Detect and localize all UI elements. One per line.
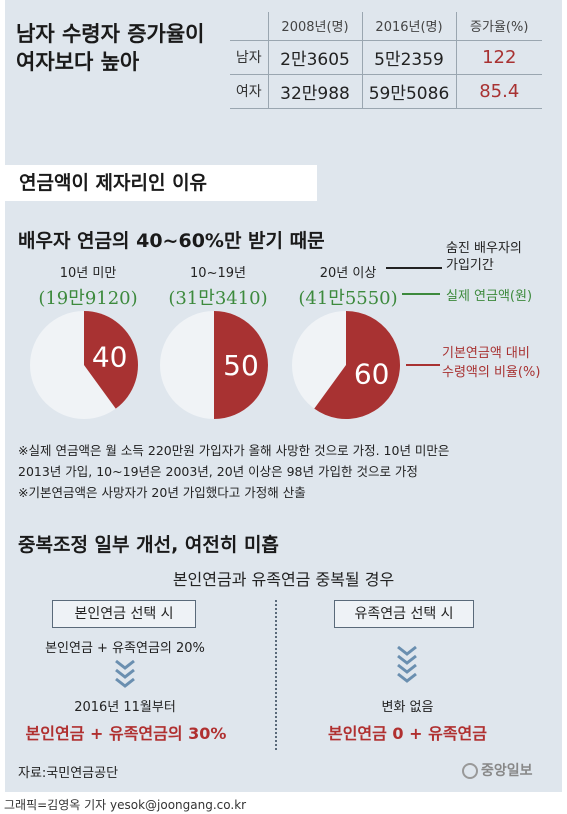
pie-value-label: 60 — [354, 357, 390, 390]
section3-divider — [275, 600, 277, 750]
pie-value-label: 40 — [92, 341, 128, 374]
logo-text: 중앙일보 — [481, 763, 533, 779]
legend-period-line2: 가입기간 — [446, 258, 494, 273]
right-chevron-down-icon — [397, 645, 417, 683]
left-result: 본인연금 + 유족연금의 30% — [25, 724, 227, 743]
row-label-male: 남자 — [230, 40, 268, 75]
legend-ratio: 기본연금액 대비 수령액의 비율(%) — [442, 344, 540, 382]
pie-amount-3: (41만5550) — [298, 288, 398, 309]
credit: 그래픽=김영옥 기자 yesok@joongang.co.kr — [4, 798, 247, 812]
note-2: 2013년 가입, 10~19년은 2003년, 20년 이상은 98년 가입한… — [18, 464, 418, 479]
legend-period: 숨진 배우자의 가입기간 — [446, 240, 522, 274]
pie-amount-2: (31만3410) — [168, 288, 268, 309]
left-chevron-down-icon — [115, 659, 135, 688]
note-1: ※실제 연금액은 월 소득 220만원 가입자가 올해 사망한 것으로 가정. … — [18, 443, 450, 458]
note-3: ※기본연금액은 사망자가 20년 가입했다고 가정해 산출 — [18, 485, 306, 500]
table-row: 여자 32만988 59만5086 85.4 — [230, 74, 542, 109]
pie-value-label: 50 — [223, 349, 259, 382]
stats-table: 2008년(명) 2016년(명) 증가율(%) 남자 2만3605 5만235… — [230, 12, 542, 109]
male-2016: 5만2359 — [361, 40, 456, 75]
female-2016: 59만5086 — [361, 74, 456, 109]
pie-period-2: 10~19년 — [190, 266, 246, 281]
right-result: 본인연금 0 + 유족연금 — [327, 724, 487, 743]
female-2008: 32만988 — [267, 74, 362, 109]
table-header-2008: 2008년(명) — [267, 12, 362, 41]
legend-ratio-line1: 기본연금액 대비 — [442, 346, 530, 361]
table-header-rate: 증가율(%) — [455, 12, 542, 41]
legend-line-ratio — [406, 364, 440, 366]
section3-title: 중복조정 일부 개선, 여전히 미흡 — [18, 534, 279, 556]
male-rate: 122 — [455, 40, 542, 75]
left-when: 2016년 11월부터 — [74, 700, 176, 715]
right-option-box: 유족연금 선택 시 — [334, 600, 474, 628]
pie-period-1: 10년 미만 — [59, 266, 117, 281]
left-option-box: 본인연금 선택 시 — [52, 600, 196, 628]
table-row: 남자 2만3605 5만2359 122 — [230, 40, 542, 75]
legend-line-amount — [402, 293, 440, 295]
legend-period-line1: 숨진 배우자의 — [446, 241, 522, 256]
table-corner — [230, 12, 268, 41]
section2-title: 배우자 연금의 40~60%만 받기 때문 — [18, 230, 325, 252]
headline-line1: 남자 수령자 증가율이 — [16, 22, 205, 46]
female-rate: 85.4 — [455, 74, 542, 109]
male-2008: 2만3605 — [267, 40, 362, 75]
headline: 남자 수령자 증가율이 여자보다 높아 — [16, 20, 205, 76]
pie-charts: 40 50 60 — [30, 311, 401, 419]
headline-line2: 여자보다 높아 — [16, 50, 140, 74]
section3-subtitle: 본인연금과 유족연금 중복될 경우 — [172, 570, 395, 589]
section-tag: 연금액이 제자리인 이유 — [5, 165, 317, 201]
legend-ratio-line2: 수령액의 비율(%) — [442, 365, 541, 380]
row-label-female: 여자 — [230, 74, 268, 109]
pie-period-3: 20년 이상 — [319, 266, 377, 281]
left-before: 본인연금 + 유족연금의 20% — [45, 641, 205, 656]
right-when: 변화 없음 — [381, 700, 434, 715]
table-header-2016: 2016년(명) — [361, 12, 456, 41]
publisher-logo: 중앙일보 — [462, 760, 533, 780]
logo-circle-icon — [462, 763, 478, 779]
pie-slice — [84, 311, 139, 409]
pie-amount-1: (19만9120) — [38, 288, 138, 309]
pie-slice — [214, 311, 268, 419]
legend-amount: 실제 연금액(원) — [446, 289, 533, 304]
table-header-row: 2008년(명) 2016년(명) 증가율(%) — [230, 12, 542, 41]
source: 자료:국민연금공단 — [18, 766, 119, 781]
pie-slice — [314, 311, 401, 419]
legend-line-period — [386, 267, 442, 269]
